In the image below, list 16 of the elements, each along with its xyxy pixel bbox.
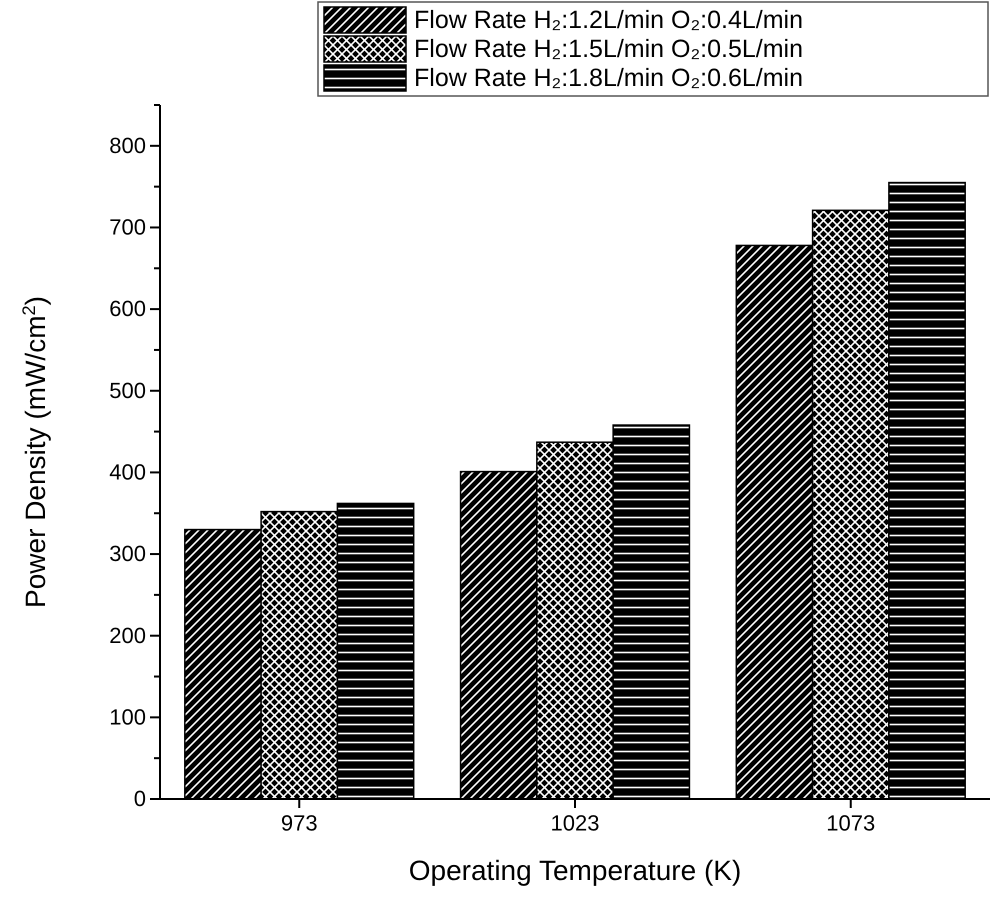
x-tick-label: 1023 — [550, 810, 600, 836]
x-axis-title: Operating Temperature (K) — [408, 855, 742, 886]
y-tick-label: 800 — [109, 132, 146, 158]
x-tick-label: 973 — [280, 810, 318, 836]
y-tick-label: 600 — [109, 296, 146, 322]
y-tick-label: 300 — [109, 541, 146, 566]
y-tick-label: 700 — [109, 214, 146, 240]
x-tick-label: 1073 — [826, 810, 876, 836]
legend-label: Flow Rate H₂:1.5L/min O₂:0.5L/min — [414, 35, 804, 63]
legend-label: Flow Rate H₂:1.8L/min O₂:0.6L/min — [414, 64, 804, 92]
legend-label: Flow Rate H₂:1.2L/min O₂:0.4L/min — [414, 6, 804, 34]
y-tick-label: 0 — [134, 786, 146, 812]
y-tick-label: 400 — [109, 459, 146, 484]
y-tick-label: 200 — [109, 622, 146, 648]
y-tick-label: 100 — [109, 704, 146, 730]
y-tick-label: 500 — [109, 378, 146, 403]
